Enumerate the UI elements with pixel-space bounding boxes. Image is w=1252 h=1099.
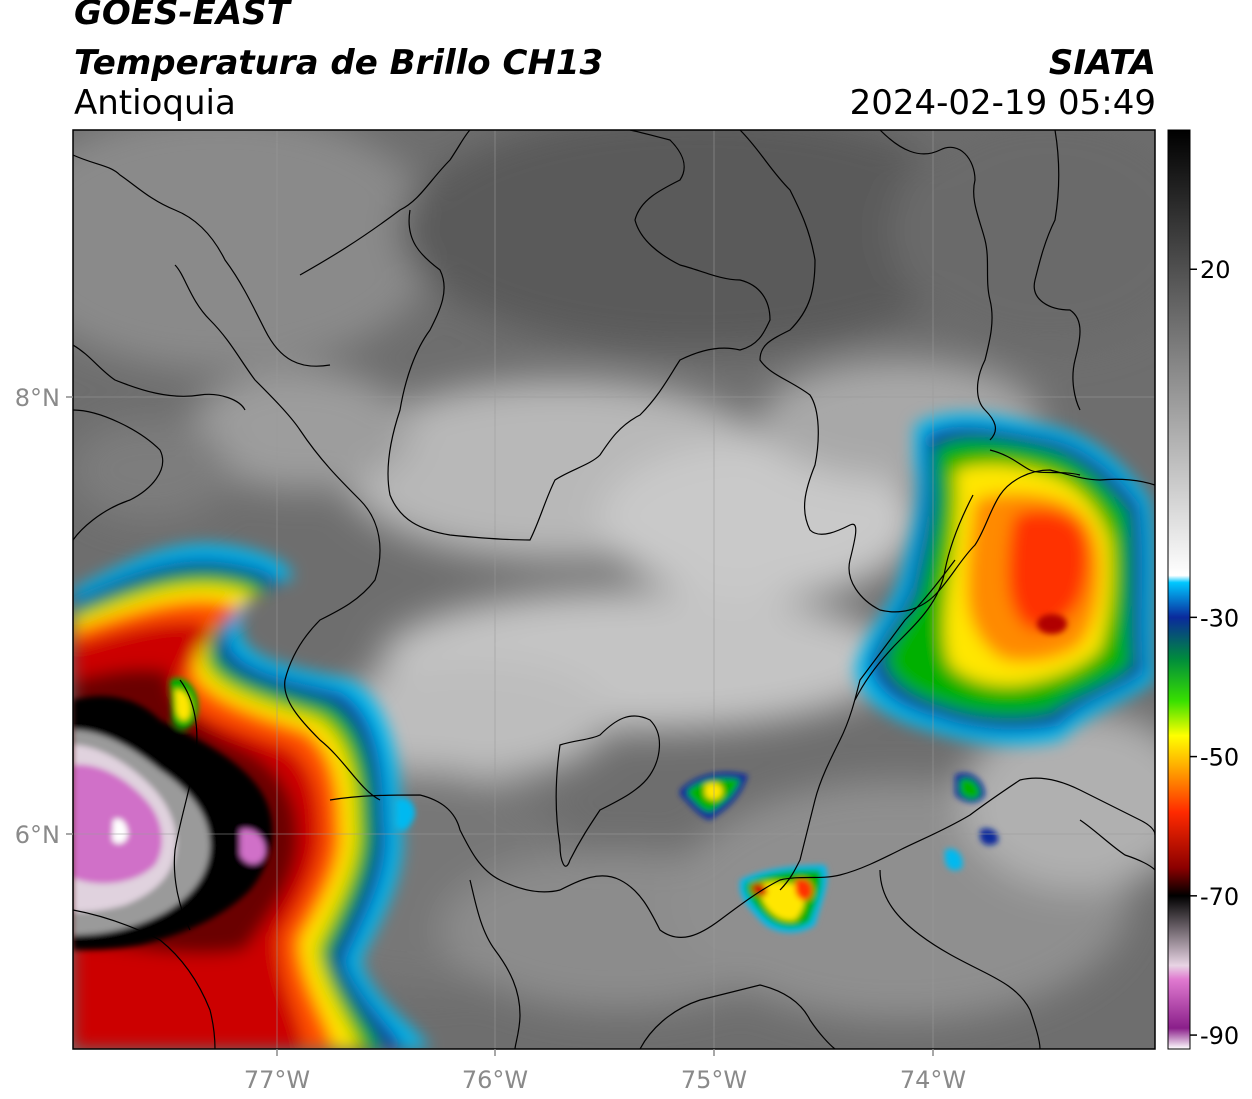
colorbar: 20 -30 -50 -70 -90: [1167, 129, 1239, 1050]
colorbar-tick-label: 20: [1200, 256, 1231, 284]
lon-axis: 77°W 76°W 75°W 74°W: [244, 1049, 966, 1094]
lat-tick-label: 6°N: [15, 821, 60, 849]
satellite-image: [73, 130, 1155, 1049]
colorbar-tick-label: -50: [1200, 744, 1239, 772]
product-title: Temperatura de Brillo CH13: [74, 43, 604, 83]
admin-boundaries: [73, 130, 1155, 1049]
source-label: SIATA: [1048, 43, 1156, 83]
satellite-title: GOES-EAST: [74, 0, 290, 33]
lon-tick-label: 75°W: [681, 1066, 747, 1094]
graticule: [73, 130, 1155, 1049]
map-frame: [72, 129, 1156, 1050]
region-title: Antioquia: [74, 83, 236, 123]
lat-axis: 8°N 6°N: [15, 384, 73, 849]
left-storm: [73, 544, 430, 1049]
colorbar-tick-label: -30: [1200, 604, 1239, 632]
lon-tick-label: 74°W: [900, 1066, 966, 1094]
colorbar-tick-label: -70: [1200, 883, 1239, 911]
right-storm: [855, 413, 1155, 745]
lon-tick-label: 76°W: [462, 1066, 528, 1094]
small-cells: [395, 772, 999, 933]
colorbar-frame: [1167, 129, 1191, 1050]
lon-tick-label: 77°W: [244, 1066, 310, 1094]
colorbar-tick-label: -90: [1200, 1022, 1239, 1050]
colorbar-gradient: [1168, 130, 1190, 1049]
lat-tick-label: 8°N: [15, 384, 60, 412]
timestamp-label: 2024-02-19 05:49: [849, 83, 1156, 123]
